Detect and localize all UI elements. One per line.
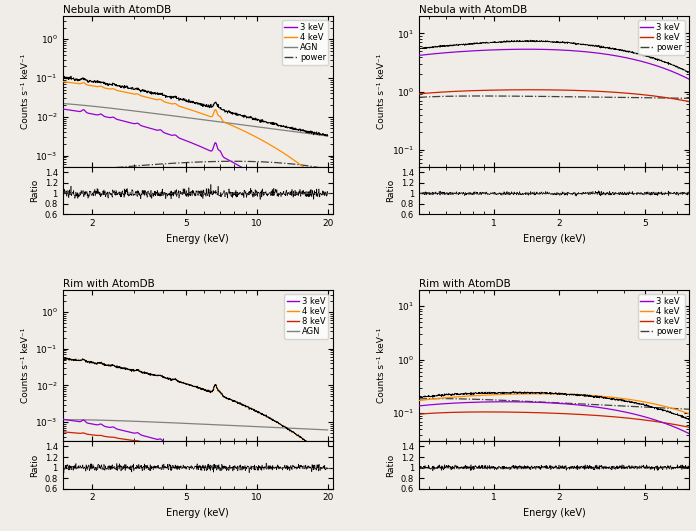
Legend: 3 keV, 8 keV, power: 3 keV, 8 keV, power: [638, 20, 685, 55]
X-axis label: Energy (keV): Energy (keV): [166, 508, 229, 518]
X-axis label: Energy (keV): Energy (keV): [523, 234, 585, 244]
Text: Rim with AtomDB: Rim with AtomDB: [419, 279, 511, 289]
X-axis label: Energy (keV): Energy (keV): [166, 234, 229, 244]
Y-axis label: Counts s⁻¹ keV⁻¹: Counts s⁻¹ keV⁻¹: [377, 328, 386, 403]
Text: Rim with AtomDB: Rim with AtomDB: [63, 279, 155, 289]
Text: Nebula with AtomDB: Nebula with AtomDB: [419, 5, 528, 15]
Y-axis label: Counts s⁻¹ keV⁻¹: Counts s⁻¹ keV⁻¹: [21, 54, 30, 129]
Y-axis label: Counts s⁻¹ keV⁻¹: Counts s⁻¹ keV⁻¹: [21, 328, 30, 403]
Y-axis label: Ratio: Ratio: [30, 453, 39, 476]
Y-axis label: Ratio: Ratio: [386, 179, 395, 202]
Y-axis label: Ratio: Ratio: [386, 453, 395, 476]
X-axis label: Energy (keV): Energy (keV): [523, 508, 585, 518]
Text: Nebula with AtomDB: Nebula with AtomDB: [63, 5, 171, 15]
Legend: 3 keV, 4 keV, 8 keV, AGN: 3 keV, 4 keV, 8 keV, AGN: [284, 294, 329, 339]
Y-axis label: Ratio: Ratio: [30, 179, 39, 202]
Legend: 3 keV, 4 keV, AGN, power: 3 keV, 4 keV, AGN, power: [281, 20, 329, 65]
Y-axis label: Counts s⁻¹ keV⁻¹: Counts s⁻¹ keV⁻¹: [377, 54, 386, 129]
Legend: 3 keV, 4 keV, 8 keV, power: 3 keV, 4 keV, 8 keV, power: [638, 294, 685, 339]
